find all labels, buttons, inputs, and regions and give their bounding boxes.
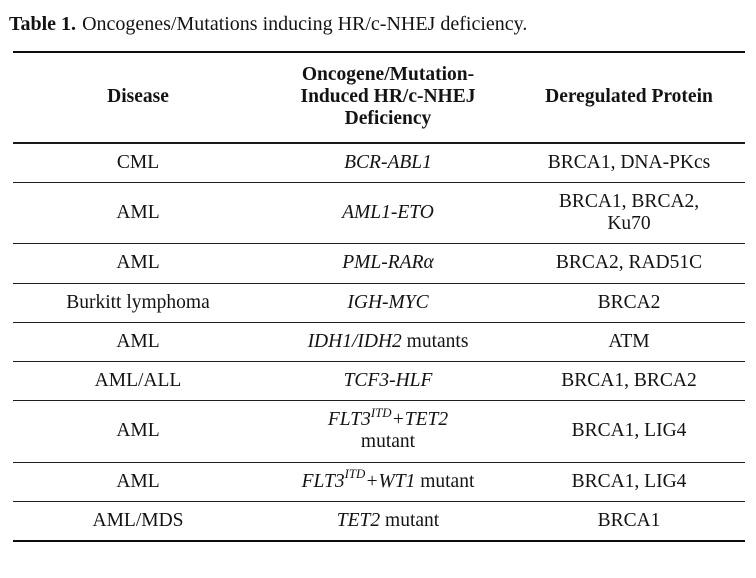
gene-name: TCF3-HLF (343, 369, 433, 391)
protein-cell: BRCA2, RAD51C (513, 243, 745, 284)
disease-cell: AML (13, 400, 263, 463)
table-row: AML PML-RARα BRCA2, RAD51C (13, 243, 745, 284)
mutation-cell: AML1-ETO (263, 182, 513, 245)
mutation-cell: IDH1/IDH2 mutants (263, 322, 513, 362)
mutation-cell: FLT3ITD+WT1 mutant (263, 462, 513, 502)
disease-cell: AML (13, 182, 263, 245)
header-line-1: Oncogene/Mutation- (301, 64, 475, 85)
gene-name: AML1-ETO (342, 201, 434, 223)
gene-name: PML-RARα (342, 252, 434, 274)
disease-cell: AML (13, 322, 263, 362)
table-caption: Table 1. Oncogenes/Mutations inducing HR/… (9, 12, 745, 36)
header-row: Disease Oncogene/Mutation- Induced HR/c-N… (13, 52, 745, 144)
disease-cell: AML (13, 462, 263, 502)
disease-cell: AML/MDS (92, 509, 184, 531)
mutation-cell: BCR-ABL1 (263, 142, 513, 183)
itd-superscript: ITD (370, 406, 392, 421)
protein-line-2: Ku70 (607, 213, 651, 235)
mutation-suffix: mutants (401, 330, 469, 352)
column-header-mutation: Oncogene/Mutation- Induced HR/c-NHEJ Defic… (263, 52, 513, 144)
table-row: AML AML1-ETO BRCA1, BRCA2, Ku70 (13, 182, 745, 245)
protein-cell: BRCA1, BRCA2, Ku70 (513, 182, 745, 245)
gene-name-2: +WT1 (365, 470, 416, 492)
gene-name: TET2 (336, 509, 381, 531)
header-line-2: Induced HR/c-NHEJ (300, 86, 476, 108)
table-row: AML/MDS TET2 mutant BRCA1 (13, 501, 745, 541)
mutation-suffix: mutant (360, 431, 416, 453)
protein-cell: ATM (513, 322, 745, 362)
mutation-cell: IGH-MYC (263, 283, 513, 323)
header-line-3: Deficiency (344, 108, 432, 130)
caption-text: Oncogenes/Mutations inducing HR/c-NHEJ d… (82, 13, 528, 35)
mutation-cell: TET2 mutant (263, 501, 513, 541)
protein-cell: BRCA1, DNA-PKcs (513, 142, 745, 183)
gene-name-2: +TET2 (391, 409, 449, 431)
disease-cell: CML (13, 142, 263, 183)
table-row: AML IDH1/IDH2 mutants ATM (13, 322, 745, 362)
mutation-cell: TCF3-HLF (263, 361, 513, 402)
disease-cell: AML (13, 243, 263, 284)
table-row: AML FLT3ITD+WT1 mutant BRCA1, LIG4 (13, 462, 745, 502)
table-row: Burkitt lymphoma IGH-MYC BRCA2 (13, 283, 745, 323)
protein-cell: BRCA1 (597, 509, 661, 531)
gene-name: BCR-ABL1 (344, 151, 432, 173)
oncogene-mutation-table: Disease Oncogene/Mutation- Induced HR/c-N… (13, 51, 745, 543)
itd-superscript: ITD (344, 467, 366, 482)
gene-name: FLT3 (327, 409, 371, 431)
mutation-suffix: mutant (415, 470, 475, 492)
disease-cell: AML/ALL (13, 361, 263, 402)
table-row: AML FLT3ITD+TET2 mutant BRCA1, LIG4 (13, 400, 745, 463)
gene-name: FLT3 (301, 470, 345, 492)
disease-cell: Burkitt lymphoma (13, 283, 263, 323)
column-header-protein: Deregulated Protein (513, 52, 745, 144)
mutation-cell: PML-RARα (263, 243, 513, 284)
caption-label: Table 1. (9, 13, 77, 35)
mutation-cell: FLT3ITD+TET2 mutant (263, 400, 513, 463)
gene-name: IDH1/IDH2 (307, 330, 402, 352)
protein-line-1: BRCA1, BRCA2, (558, 190, 700, 212)
table-row: CML BCR-ABL1 BRCA1, DNA-PKcs (13, 142, 745, 183)
protein-cell: BRCA1, LIG4 (513, 400, 745, 463)
gene-name: IGH-MYC (347, 291, 429, 313)
protein-cell: BRCA1, LIG4 (513, 462, 745, 502)
protein-cell: BRCA1, BRCA2 (513, 361, 745, 402)
column-header-disease: Disease (13, 52, 263, 144)
mutation-suffix: mutant (380, 509, 440, 531)
protein-cell: BRCA2 (513, 283, 745, 323)
table-row: AML/ALL TCF3-HLF BRCA1, BRCA2 (13, 361, 745, 402)
